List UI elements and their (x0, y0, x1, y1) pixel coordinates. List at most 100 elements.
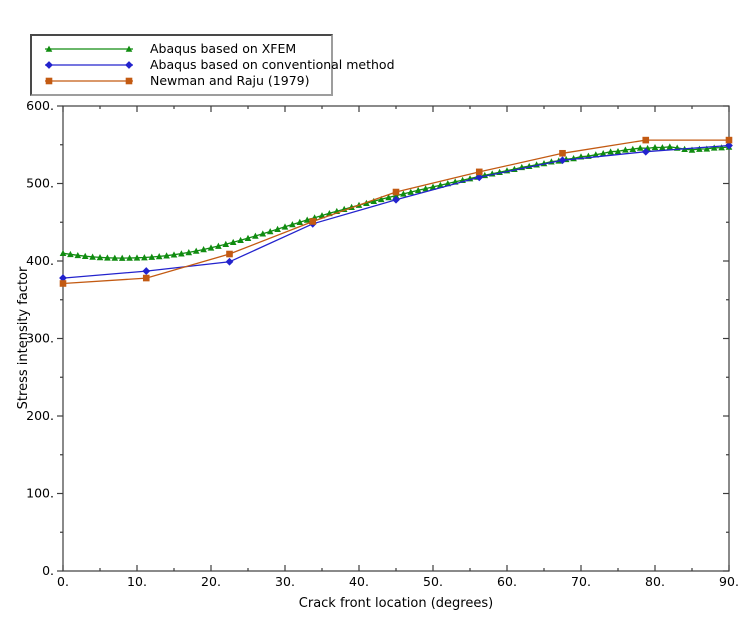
triangle-marker-icon (599, 150, 607, 157)
square-marker-icon (392, 188, 400, 196)
triangle-marker-icon (148, 253, 156, 260)
triangle-marker-icon (45, 45, 53, 52)
triangle-marker-icon (155, 253, 163, 260)
y-tick-label: 100. (26, 486, 54, 501)
series-1 (59, 141, 733, 282)
triangle-marker-icon (607, 148, 614, 155)
legend: Abaqus based on XFEM Abaqus based on con… (30, 34, 395, 96)
triangle-marker-icon (622, 146, 629, 153)
triangle-legend-swatch (45, 45, 133, 52)
triangle-marker-icon (614, 147, 622, 155)
triangle-marker-icon (229, 238, 237, 246)
triangle-marker-icon (133, 254, 141, 261)
y-tick-label: 200. (26, 408, 54, 423)
x-tick-label: 70. (571, 574, 591, 589)
x-tick-label: 60. (497, 574, 517, 589)
triangle-marker-icon (289, 221, 296, 228)
series-line (62, 144, 730, 279)
diamond-legend-swatch (45, 61, 133, 69)
square-marker-icon (309, 218, 317, 225)
triangle-marker-icon (629, 145, 637, 152)
x-tick-label: 80. (645, 574, 665, 589)
x-tick-label: 30. (275, 574, 295, 589)
x-axis-title: Crack front location (degrees) (299, 596, 493, 611)
triangle-marker-icon (170, 251, 178, 258)
y-tick-label: 0. (42, 563, 54, 578)
triangle-marker-icon (178, 250, 185, 257)
x-tick-label: 10. (127, 574, 147, 589)
square-marker-icon (559, 149, 566, 157)
triangle-marker-icon (385, 194, 392, 201)
triangle-marker-icon (185, 248, 193, 256)
triangle-marker-icon (200, 246, 207, 253)
y-tick-label: 500. (26, 176, 54, 191)
triangle-marker-icon (192, 247, 200, 254)
diamond-marker-icon (142, 267, 151, 275)
triangle-marker-icon (266, 228, 274, 235)
triangle-marker-icon (81, 252, 89, 259)
triangle-marker-icon (126, 254, 133, 261)
triangle-marker-icon (89, 253, 96, 260)
triangle-marker-icon (688, 146, 696, 153)
triangle-marker-icon (274, 225, 281, 232)
square-marker-icon (45, 77, 53, 85)
triangle-marker-icon (111, 254, 119, 261)
diamond-marker-icon (125, 61, 133, 69)
triangle-marker-icon (718, 144, 725, 151)
triangle-marker-icon (96, 254, 104, 261)
square-marker-icon (226, 250, 233, 258)
diamond-marker-icon (725, 141, 733, 150)
x-tick-label: 20. (201, 574, 221, 589)
triangle-marker-icon (104, 254, 111, 261)
x-tick-label: 0. (57, 574, 69, 589)
triangle-marker-icon (303, 216, 311, 223)
triangle-marker-icon (163, 252, 170, 259)
triangle-marker-icon (59, 249, 67, 257)
diamond-marker-icon (225, 257, 234, 266)
y-axis-title: Stress intensity factor (16, 266, 31, 409)
diamond-marker-icon (558, 156, 567, 165)
triangle-marker-icon (252, 232, 259, 239)
square-legend-swatch (45, 77, 133, 85)
diamond-marker-icon (392, 195, 400, 204)
y-tick-label: 600. (26, 98, 54, 113)
legend-item: Abaqus based on XFEM (41, 41, 323, 57)
triangle-marker-icon (67, 250, 74, 258)
series-2 (59, 136, 733, 287)
triangle-marker-icon (400, 190, 407, 197)
triangle-marker-icon (696, 145, 703, 152)
diamond-marker-icon (59, 274, 67, 282)
triangle-marker-icon (429, 183, 437, 190)
triangle-marker-icon (281, 223, 289, 230)
legend-item-label: Newman and Raju (1979) (150, 73, 310, 88)
triangle-marker-icon (377, 195, 385, 203)
x-tick-label: 90. (719, 574, 739, 589)
triangle-marker-icon (666, 143, 674, 150)
triangle-marker-icon (392, 192, 400, 199)
triangle-marker-icon (141, 254, 148, 261)
legend-item-label: Abaqus based on XFEM (150, 41, 297, 56)
x-tick-label: 50. (423, 574, 443, 589)
triangle-marker-icon (259, 230, 267, 237)
triangle-marker-icon (407, 188, 415, 195)
triangle-marker-icon (207, 244, 215, 251)
triangle-marker-icon (125, 45, 133, 52)
legend-item: Newman and Raju (1979) (41, 73, 323, 89)
triangle-marker-icon (296, 218, 304, 225)
triangle-marker-icon (318, 212, 326, 219)
square-marker-icon (642, 136, 650, 144)
y-tick-label: 300. (26, 331, 54, 346)
triangle-marker-icon (244, 234, 252, 241)
triangle-marker-icon (710, 144, 718, 151)
triangle-marker-icon (592, 151, 600, 158)
triangle-marker-icon (215, 242, 222, 249)
triangle-marker-icon (422, 185, 429, 192)
diamond-marker-icon (641, 147, 650, 156)
legend-item-label: Abaqus based on conventional method (150, 57, 395, 72)
triangle-marker-icon (651, 143, 659, 151)
axes-layer: 0. 100. 200. 300. 400. 500. 600. 0. 10. 20. 30. 40.… (26, 98, 739, 589)
series-line (62, 139, 729, 285)
triangle-marker-icon (414, 186, 422, 194)
square-marker-icon (59, 280, 67, 287)
